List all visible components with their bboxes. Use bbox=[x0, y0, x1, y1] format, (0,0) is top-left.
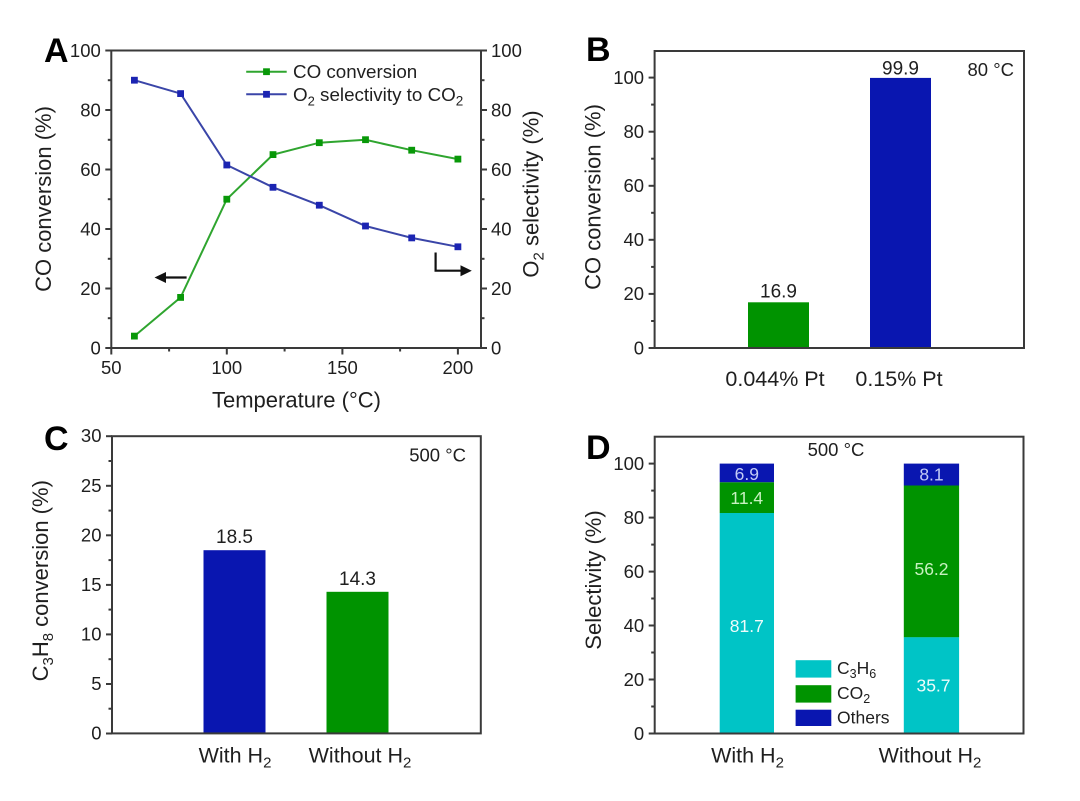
svg-text:16.9: 16.9 bbox=[760, 282, 797, 303]
svg-text:100: 100 bbox=[613, 67, 644, 88]
svg-text:Without H2: Without H2 bbox=[309, 744, 412, 772]
svg-text:0: 0 bbox=[91, 337, 101, 358]
svg-text:D: D bbox=[586, 429, 611, 467]
svg-text:20: 20 bbox=[624, 669, 645, 690]
svg-text:100: 100 bbox=[613, 453, 644, 474]
svg-text:80: 80 bbox=[491, 99, 512, 120]
svg-text:B: B bbox=[586, 31, 611, 69]
svg-text:30: 30 bbox=[81, 425, 102, 446]
svg-text:80: 80 bbox=[624, 121, 645, 142]
svg-text:C3H8 conversion (%): C3H8 conversion (%) bbox=[28, 480, 57, 681]
svg-text:Others: Others bbox=[837, 708, 890, 728]
svg-text:81.7: 81.7 bbox=[730, 616, 764, 636]
svg-text:CO2: CO2 bbox=[837, 683, 870, 706]
svg-text:100: 100 bbox=[491, 40, 522, 61]
svg-text:8.1: 8.1 bbox=[919, 465, 943, 485]
svg-text:40: 40 bbox=[624, 229, 645, 250]
svg-text:Temperature (°C): Temperature (°C) bbox=[212, 388, 381, 413]
svg-text:Selectivity (%): Selectivity (%) bbox=[581, 510, 606, 649]
svg-text:80: 80 bbox=[624, 507, 645, 528]
svg-text:150: 150 bbox=[327, 357, 358, 378]
svg-text:60: 60 bbox=[624, 175, 645, 196]
svg-text:11.4: 11.4 bbox=[730, 488, 763, 508]
svg-text:25: 25 bbox=[81, 475, 102, 496]
svg-text:CO conversion (%): CO conversion (%) bbox=[31, 106, 56, 292]
svg-text:0: 0 bbox=[491, 337, 501, 358]
svg-text:20: 20 bbox=[80, 278, 101, 299]
svg-text:40: 40 bbox=[80, 218, 101, 239]
svg-text:C3H6: C3H6 bbox=[837, 658, 876, 681]
svg-text:14.3: 14.3 bbox=[339, 569, 376, 590]
svg-text:99.9: 99.9 bbox=[882, 59, 919, 80]
svg-text:10: 10 bbox=[81, 623, 102, 644]
svg-text:20: 20 bbox=[624, 283, 645, 304]
svg-text:O2 selectivity (%): O2 selectivity (%) bbox=[519, 110, 548, 277]
svg-text:40: 40 bbox=[624, 615, 645, 636]
svg-text:0: 0 bbox=[91, 723, 101, 744]
svg-text:35.7: 35.7 bbox=[916, 676, 950, 696]
svg-text:60: 60 bbox=[80, 159, 101, 180]
svg-text:200: 200 bbox=[442, 357, 473, 378]
svg-text:O2 selectivity to CO2: O2 selectivity to CO2 bbox=[293, 84, 463, 109]
svg-text:Without H2: Without H2 bbox=[879, 744, 982, 772]
svg-text:80 °C: 80 °C bbox=[968, 59, 1015, 80]
svg-text:18.5: 18.5 bbox=[216, 527, 253, 548]
svg-text:A: A bbox=[44, 32, 69, 70]
svg-text:20: 20 bbox=[81, 524, 102, 545]
svg-text:100: 100 bbox=[211, 357, 242, 378]
svg-text:50: 50 bbox=[101, 357, 122, 378]
svg-text:56.2: 56.2 bbox=[914, 559, 948, 579]
svg-text:100: 100 bbox=[70, 40, 101, 61]
svg-text:60: 60 bbox=[491, 159, 512, 180]
svg-text:C: C bbox=[44, 420, 69, 458]
svg-text:With H2: With H2 bbox=[711, 744, 784, 772]
svg-text:CO conversion: CO conversion bbox=[293, 61, 417, 82]
svg-text:6.9: 6.9 bbox=[735, 464, 759, 484]
svg-text:5: 5 bbox=[91, 673, 101, 694]
svg-text:40: 40 bbox=[491, 218, 512, 239]
svg-text:0: 0 bbox=[634, 337, 644, 358]
svg-text:With H2: With H2 bbox=[199, 744, 272, 772]
svg-text:15: 15 bbox=[81, 574, 102, 595]
svg-text:500 °C: 500 °C bbox=[808, 439, 865, 460]
svg-text:0.15% Pt: 0.15% Pt bbox=[855, 367, 942, 391]
svg-text:20: 20 bbox=[491, 278, 512, 299]
svg-text:80: 80 bbox=[80, 99, 101, 120]
svg-text:0.044% Pt: 0.044% Pt bbox=[725, 367, 824, 391]
svg-text:500 °C: 500 °C bbox=[409, 444, 466, 465]
svg-text:0: 0 bbox=[634, 723, 644, 744]
svg-text:CO conversion (%): CO conversion (%) bbox=[581, 104, 606, 290]
svg-text:60: 60 bbox=[624, 561, 645, 582]
